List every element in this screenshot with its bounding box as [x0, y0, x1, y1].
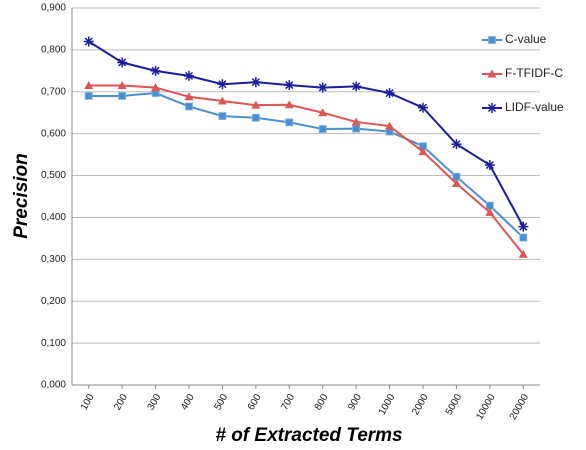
x-tick-label: 10000: [474, 392, 498, 422]
marker: [150, 65, 161, 76]
y-tick-label: 0,400: [41, 212, 66, 223]
legend-label: LIDF-value: [505, 100, 564, 114]
marker: [217, 96, 227, 105]
x-tick-label: 100: [79, 392, 97, 412]
marker: [451, 139, 462, 150]
marker: [487, 69, 497, 78]
y-tick-label: 0,300: [41, 254, 66, 265]
x-tick-label: 800: [313, 392, 331, 412]
marker: [184, 92, 194, 101]
marker: [451, 179, 461, 188]
y-tick-label: 0,800: [41, 45, 66, 56]
marker: [519, 233, 528, 242]
marker: [488, 36, 496, 44]
y-tick-label: 0,500: [41, 170, 66, 181]
x-tick-label: 400: [179, 392, 197, 412]
y-tick-label: 0,600: [41, 128, 66, 139]
marker: [117, 80, 127, 89]
y-tick-label: 0,100: [41, 338, 66, 349]
legend-label: C-value: [505, 32, 547, 46]
x-tick-label: 900: [346, 392, 364, 412]
marker: [418, 102, 428, 113]
marker: [352, 124, 361, 133]
marker: [385, 121, 395, 130]
marker: [118, 92, 127, 100]
y-tick-label: 0,900: [41, 3, 66, 14]
marker: [487, 103, 497, 113]
series-line: [88, 92, 524, 239]
series-line: [88, 84, 525, 255]
marker: [317, 82, 328, 93]
marker: [518, 249, 528, 258]
marker: [151, 83, 161, 92]
marker: [217, 79, 228, 90]
marker: [318, 108, 328, 117]
marker: [83, 36, 94, 47]
marker: [84, 80, 94, 89]
marker: [518, 221, 529, 232]
marker: [84, 92, 93, 100]
x-axis-title: # of Extracted Terms: [215, 425, 402, 446]
x-tick-label: 200: [112, 392, 130, 412]
x-tick-label: 1000: [377, 392, 398, 417]
marker: [285, 118, 294, 127]
marker: [418, 147, 428, 156]
x-tick-label: 700: [279, 392, 297, 412]
marker: [284, 100, 294, 109]
marker: [250, 77, 261, 88]
marker: [384, 88, 395, 99]
y-tick-label: 0,000: [41, 380, 66, 391]
marker: [284, 80, 295, 91]
marker: [351, 81, 362, 92]
marker: [117, 57, 128, 68]
marker: [218, 112, 227, 120]
x-tick-label: 20000: [508, 392, 532, 422]
marker: [485, 207, 495, 216]
x-tick-label: 300: [146, 392, 164, 412]
marker: [351, 117, 361, 126]
y-tick-label: 0,200: [41, 296, 66, 307]
marker: [185, 102, 193, 111]
x-tick-label: 5000: [444, 392, 465, 417]
x-tick-label: 500: [212, 392, 230, 412]
marker: [251, 113, 260, 122]
marker: [251, 100, 261, 109]
x-tick-label: 600: [246, 392, 264, 412]
marker: [184, 70, 194, 81]
y-axis-title: Precision: [11, 153, 32, 239]
y-tick-label: 0,700: [41, 86, 66, 97]
legend-label: F-TFIDF-C: [505, 66, 563, 80]
x-tick-label: 2000: [410, 392, 431, 417]
series-line: [88, 40, 525, 228]
marker: [484, 160, 495, 171]
marker: [318, 125, 327, 133]
